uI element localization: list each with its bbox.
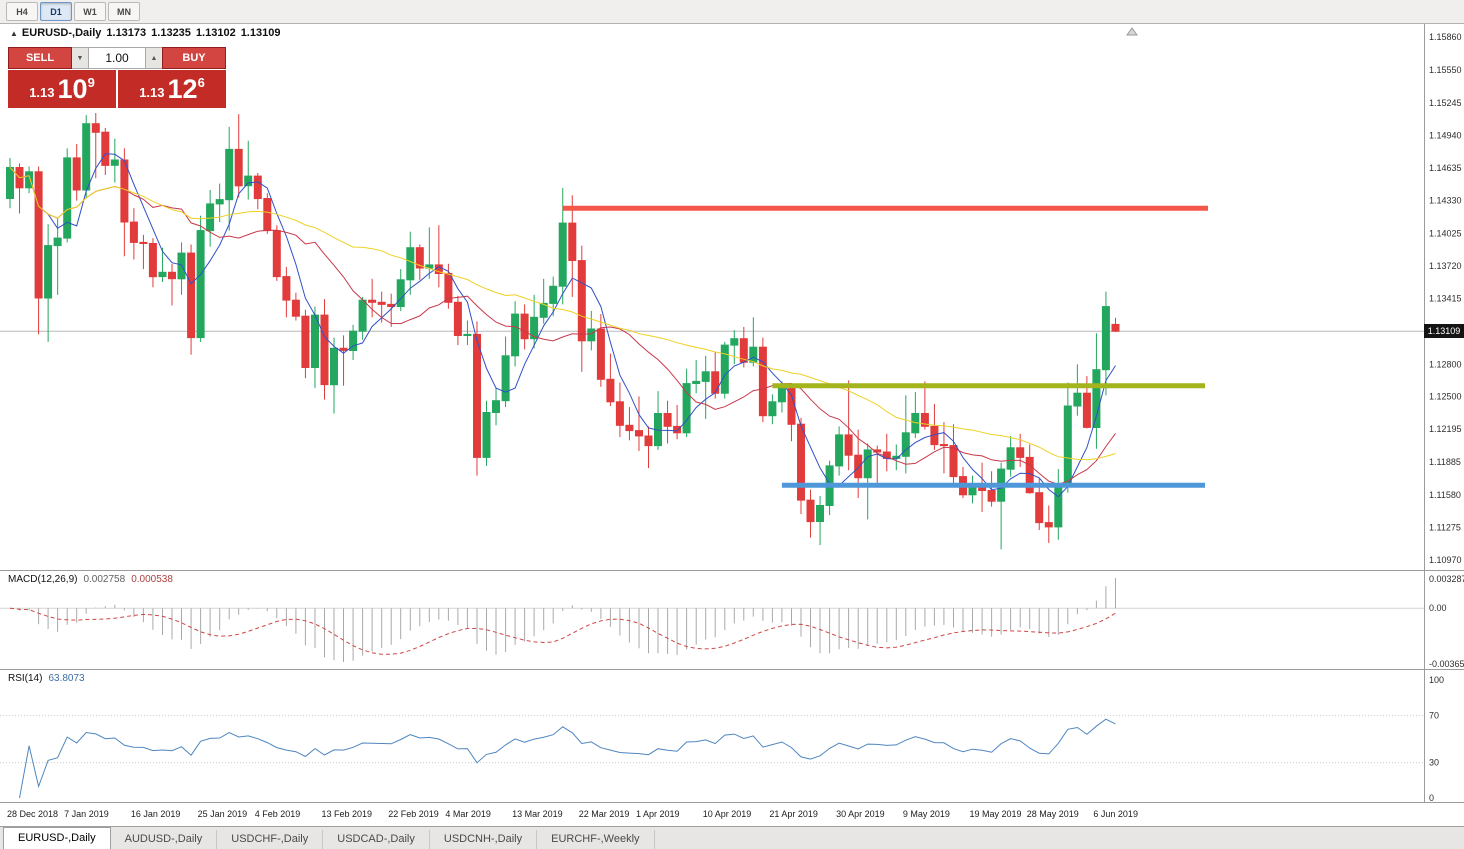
bottom-tab-usdcad-daily[interactable]: USDCAD-,Daily [323,830,430,849]
svg-text:4 Mar 2019: 4 Mar 2019 [445,809,491,819]
time-axis[interactable]: 28 Dec 2018 7 Jan 2019 16 Jan 2019 25 Jan 2… [7,809,1138,819]
svg-text:1.14940: 1.14940 [1429,130,1462,140]
svg-text:30: 30 [1429,758,1439,768]
collapse-triangle-icon[interactable]: ▲ [10,29,18,38]
svg-text:22 Feb 2019: 22 Feb 2019 [388,809,439,819]
svg-text:1.14330: 1.14330 [1429,196,1462,206]
macd-name: MACD(12,26,9) [8,574,78,585]
svg-text:6 Jun 2019: 6 Jun 2019 [1093,809,1138,819]
svg-text:1.11580: 1.11580 [1429,490,1461,500]
svg-text:25 Jan 2019: 25 Jan 2019 [198,809,248,819]
svg-text:10 Apr 2019: 10 Apr 2019 [703,809,752,819]
buy-price-big-digits: 12 [167,73,198,104]
macd-label: MACD(12,26,9) 0.002758 0.000538 [8,574,173,585]
macd-signal-value: 0.000538 [131,574,173,585]
current-price-badge: 1.13109 [1424,324,1464,339]
svg-text:0: 0 [1429,793,1434,803]
bottom-tab-usdcnh-daily[interactable]: USDCNH-,Daily [430,830,538,849]
svg-text:1.13415: 1.13415 [1429,294,1462,304]
svg-text:1.12800: 1.12800 [1429,359,1462,369]
svg-text:1.15550: 1.15550 [1429,65,1462,75]
timeframe-button-group: H4 D1 W1 MN [6,2,140,21]
timeframe-button-w1[interactable]: W1 [74,2,106,21]
svg-text:0.003287: 0.003287 [1429,574,1464,584]
volume-decrease-icon[interactable]: ▼ [72,47,88,69]
buy-price-pipette: 6 [197,75,205,90]
svg-text:13 Feb 2019: 13 Feb 2019 [321,809,372,819]
symbol-name: EURUSD-,Daily [21,27,102,39]
bottom-tab-eurchf-weekly[interactable]: EURCHF-,Weekly [537,830,655,849]
svg-text:100: 100 [1429,675,1444,685]
bottom-tab-audusd-daily[interactable]: AUDUSD-,Daily [111,830,218,849]
grid-and-borders [0,24,1464,803]
ohlc-low: 1.13102 [195,27,236,39]
chart-tab-bar: EURUSD-,Daily AUDUSD-,Daily USDCHF-,Daily U… [0,826,1464,849]
sell-price-big-digits: 10 [57,73,88,104]
timeframe-button-mn[interactable]: MN [108,2,140,21]
timeframe-button-h4[interactable]: H4 [6,2,38,21]
svg-text:1.11275: 1.11275 [1429,522,1461,532]
sell-button[interactable]: SELL [8,47,72,69]
svg-text:28 Dec 2018: 28 Dec 2018 [7,809,58,819]
timeframe-toolbar: H4 D1 W1 MN [0,0,1464,24]
svg-text:1.14635: 1.14635 [1429,163,1462,173]
svg-text:13 Mar 2019: 13 Mar 2019 [512,809,563,819]
ohlc-open: 1.13173 [106,27,147,39]
volume-input[interactable] [88,47,146,69]
buy-price-display[interactable]: 1.13 12 6 [118,70,226,108]
svg-text:1.10970: 1.10970 [1429,555,1462,565]
svg-text:-0.003659: -0.003659 [1429,659,1464,669]
svg-text:22 Mar 2019: 22 Mar 2019 [579,809,630,819]
svg-text:21 Apr 2019: 21 Apr 2019 [769,809,818,819]
volume-increase-icon[interactable]: ▲ [146,47,162,69]
svg-text:70: 70 [1429,710,1439,720]
macd-main-value: 0.002758 [83,574,126,585]
svg-text:7 Jan 2019: 7 Jan 2019 [64,809,109,819]
bottom-tab-eurusd-daily[interactable]: EURUSD-,Daily [3,827,111,849]
svg-text:1.12195: 1.12195 [1429,424,1462,434]
svg-text:4 Feb 2019: 4 Feb 2019 [255,809,301,819]
buy-price-prefix: 1.13 [139,85,165,100]
svg-text:19 May 2019: 19 May 2019 [970,809,1022,819]
rsi-name: RSI(14) [8,673,43,684]
sell-price-pipette: 9 [87,75,95,90]
ohlc-close: 1.13109 [240,27,281,39]
sell-price-display[interactable]: 1.13 10 9 [8,70,116,108]
one-click-trade-panel: SELL ▼ ▲ BUY 1.13 10 9 1.13 12 6 [8,47,226,108]
svg-text:1.13720: 1.13720 [1429,261,1462,271]
rsi-panel [0,714,1424,799]
svg-text:0.00: 0.00 [1429,603,1447,613]
svg-text:30 Apr 2019: 30 Apr 2019 [836,809,885,819]
price-scale[interactable]: 1.15860 1.15550 1.15245 1.14940 1.14635 1.143… [1429,32,1464,803]
svg-text:1.11885: 1.11885 [1429,457,1461,467]
svg-text:16 Jan 2019: 16 Jan 2019 [131,809,181,819]
bottom-tab-usdchf-daily[interactable]: USDCHF-,Daily [217,830,324,849]
svg-text:1.15860: 1.15860 [1429,32,1462,42]
buy-button[interactable]: BUY [162,47,226,69]
sell-price-prefix: 1.13 [29,85,55,100]
svg-text:1.12500: 1.12500 [1429,391,1462,401]
chart-shift-marker-icon [1126,27,1138,36]
rsi-label: RSI(14) 63.8073 [8,673,85,684]
moving-average-lines [9,153,1116,498]
macd-panel [0,578,1424,662]
chart-title: ▲ EURUSD-,Daily 1.13173 1.13235 1.13102 1.131… [10,27,280,39]
svg-text:1.14025: 1.14025 [1429,228,1462,238]
svg-text:9 May 2019: 9 May 2019 [903,809,950,819]
svg-text:28 May 2019: 28 May 2019 [1027,809,1079,819]
ohlc-high: 1.13235 [151,27,191,39]
timeframe-button-d1[interactable]: D1 [40,2,72,21]
horizontal-trend-lines[interactable] [562,205,1208,488]
svg-text:1 Apr 2019: 1 Apr 2019 [636,809,680,819]
svg-text:1.15245: 1.15245 [1429,98,1462,108]
rsi-value: 63.8073 [48,673,85,684]
